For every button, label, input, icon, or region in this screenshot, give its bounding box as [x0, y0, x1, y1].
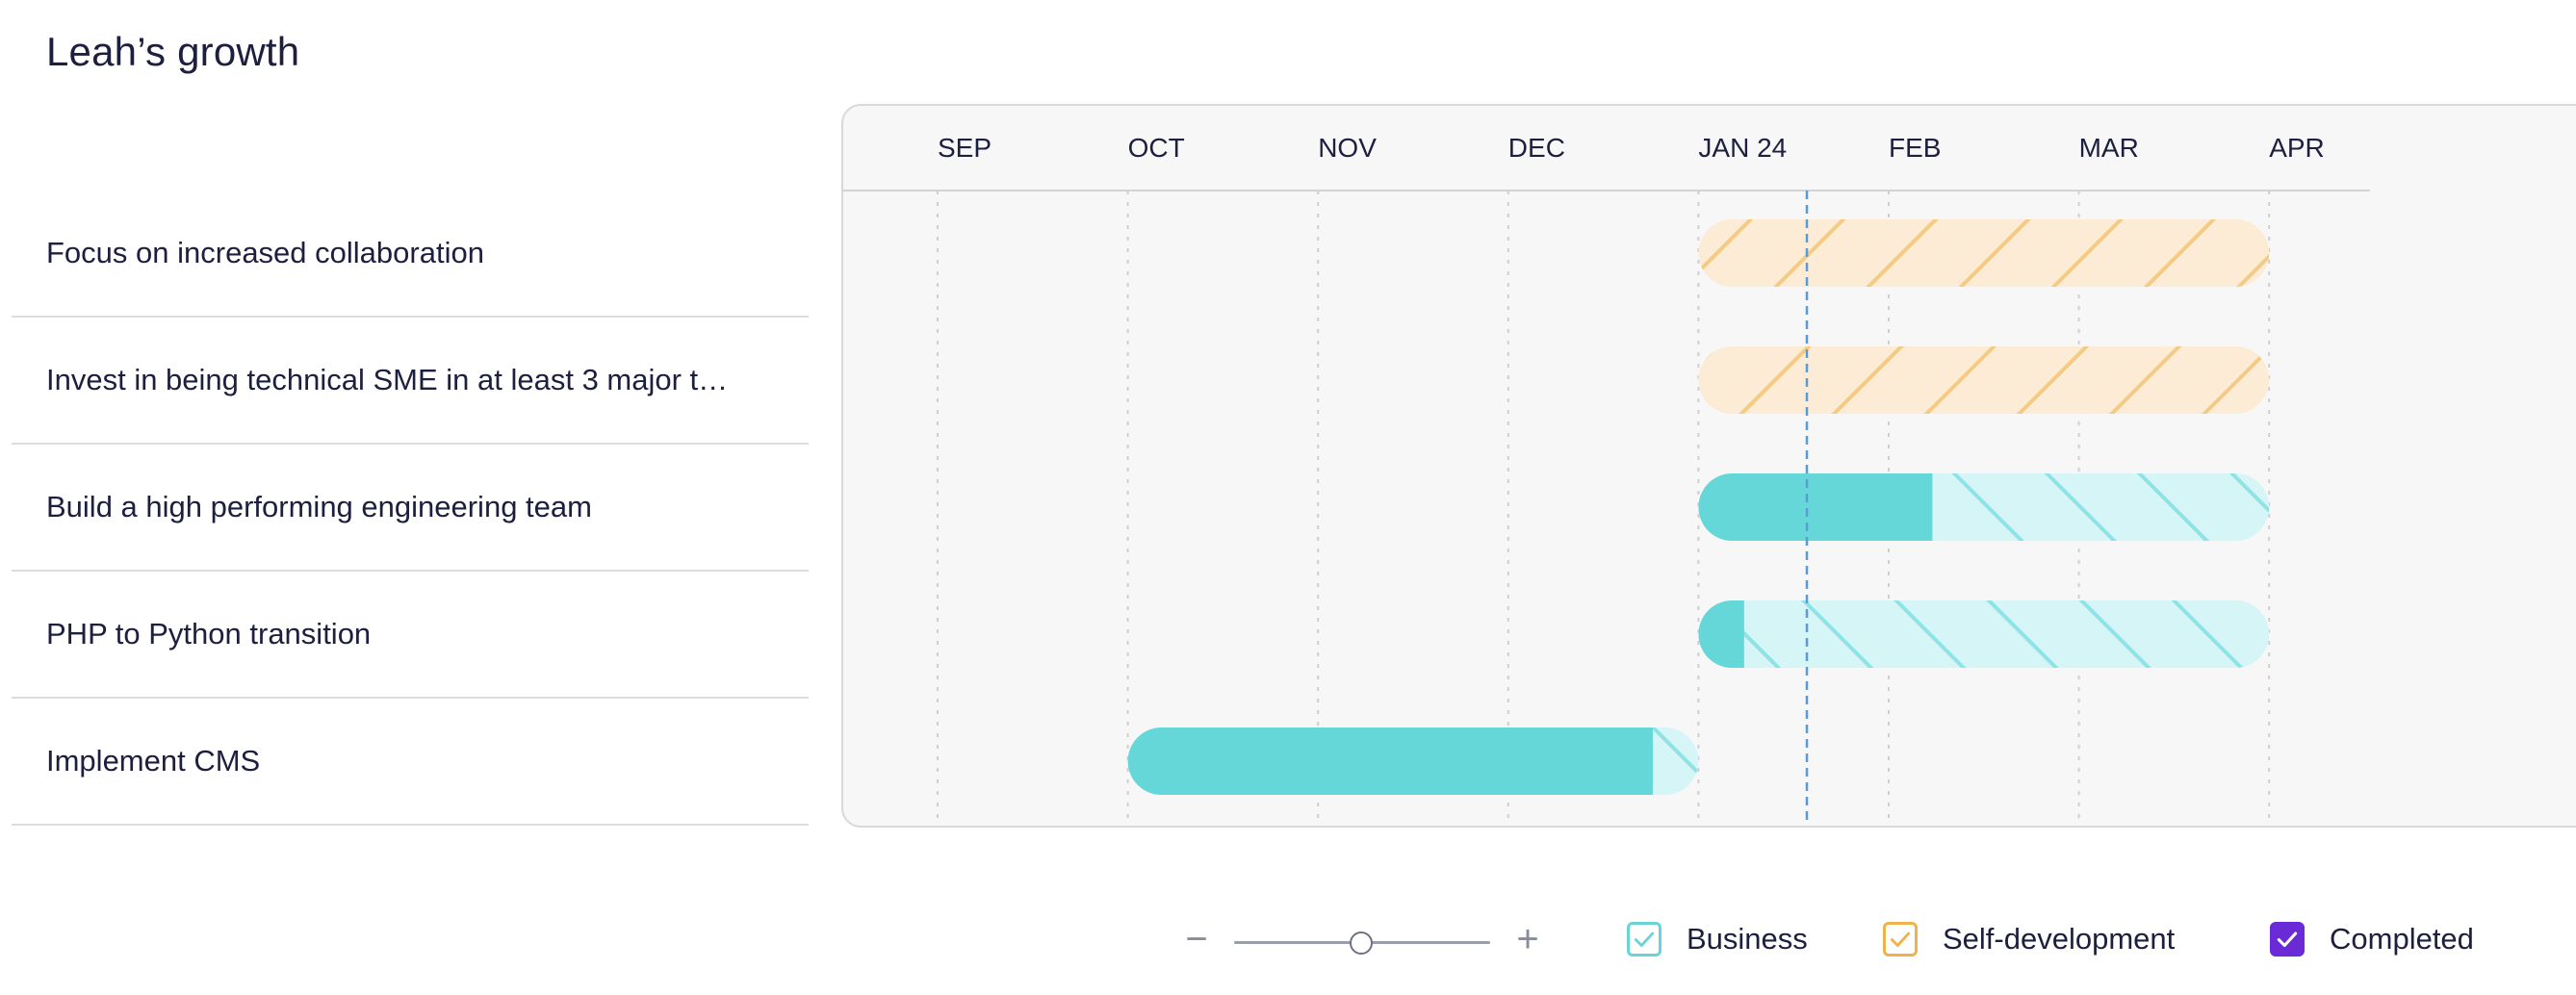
month-label: OCT: [1128, 133, 1185, 163]
month-label: MAR: [2079, 133, 2139, 163]
goal-row-technical-sme[interactable]: Invest in being technical SME in at leas…: [12, 318, 809, 445]
legend-completed-label: Completed: [2330, 922, 2474, 956]
goal-bar-self-development[interactable]: [1698, 346, 2270, 414]
goal-bar-business[interactable]: [1127, 727, 1699, 795]
month-label: JAN 24: [1698, 133, 1787, 163]
check-icon: [2277, 931, 2298, 948]
legend-completed-toggle[interactable]: Completed: [2270, 922, 2474, 957]
goal-bar-self-development[interactable]: [1698, 219, 2270, 287]
goal-row-engineering-team[interactable]: Build a high performing engineering team: [12, 445, 809, 572]
legend-self-development-toggle[interactable]: Self-development: [1883, 922, 2175, 957]
goal-row-collaboration[interactable]: Focus on increased collaboration: [12, 191, 809, 318]
month-label: FEB: [1889, 133, 1941, 163]
goal-label: Implement CMS: [46, 744, 261, 778]
legend-self-development-label: Self-development: [1943, 922, 2176, 956]
timeline-chart: SEP OCT NOV DEC JAN 24 FEB MAR APR: [843, 133, 2370, 826]
month-label: APR: [2269, 133, 2325, 163]
check-icon: [1634, 931, 1655, 947]
goal-bar-completed: [1127, 727, 1653, 795]
goal-row-php-python[interactable]: PHP to Python transition: [12, 572, 809, 699]
check-icon: [1890, 931, 1911, 947]
goal-row-implement-cms[interactable]: Implement CMS: [12, 699, 809, 826]
month-label: SEP: [938, 133, 992, 163]
month-label: DEC: [1508, 133, 1565, 163]
page-title: Leah’s growth: [46, 29, 300, 74]
legend-business-toggle[interactable]: Business: [1627, 922, 1808, 957]
timeline-panel: SEP OCT NOV DEC JAN 24 FEB MAR APR: [841, 104, 2576, 828]
self-development-checkbox[interactable]: [1883, 922, 1918, 957]
month-label: NOV: [1318, 133, 1377, 163]
goal-bar-remaining: [1698, 346, 2270, 414]
goal-bar-remaining: [1698, 600, 2270, 668]
legend-business-label: Business: [1687, 922, 1808, 956]
zoom-slider-thumb[interactable]: [1350, 931, 1373, 955]
goal-label: Focus on increased collaboration: [46, 236, 484, 269]
zoom-in-button[interactable]: +: [1516, 918, 1539, 960]
goal-label: Invest in being technical SME in at leas…: [46, 363, 729, 396]
goal-bar-completed: [1698, 473, 1933, 541]
goal-bar-completed: [1698, 600, 1744, 668]
goal-label: Build a high performing engineering team: [46, 490, 592, 523]
goal-bar-remaining: [1698, 219, 2270, 287]
goal-label: PHP to Python transition: [46, 617, 372, 651]
goal-bar-business[interactable]: [1698, 473, 2270, 541]
goal-bar-business[interactable]: [1698, 600, 2270, 668]
goal-list: Focus on increased collaboration Invest …: [12, 191, 809, 826]
completed-checkbox[interactable]: [2270, 922, 2305, 957]
zoom-out-button[interactable]: −: [1185, 918, 1208, 960]
business-checkbox[interactable]: [1627, 922, 1662, 957]
